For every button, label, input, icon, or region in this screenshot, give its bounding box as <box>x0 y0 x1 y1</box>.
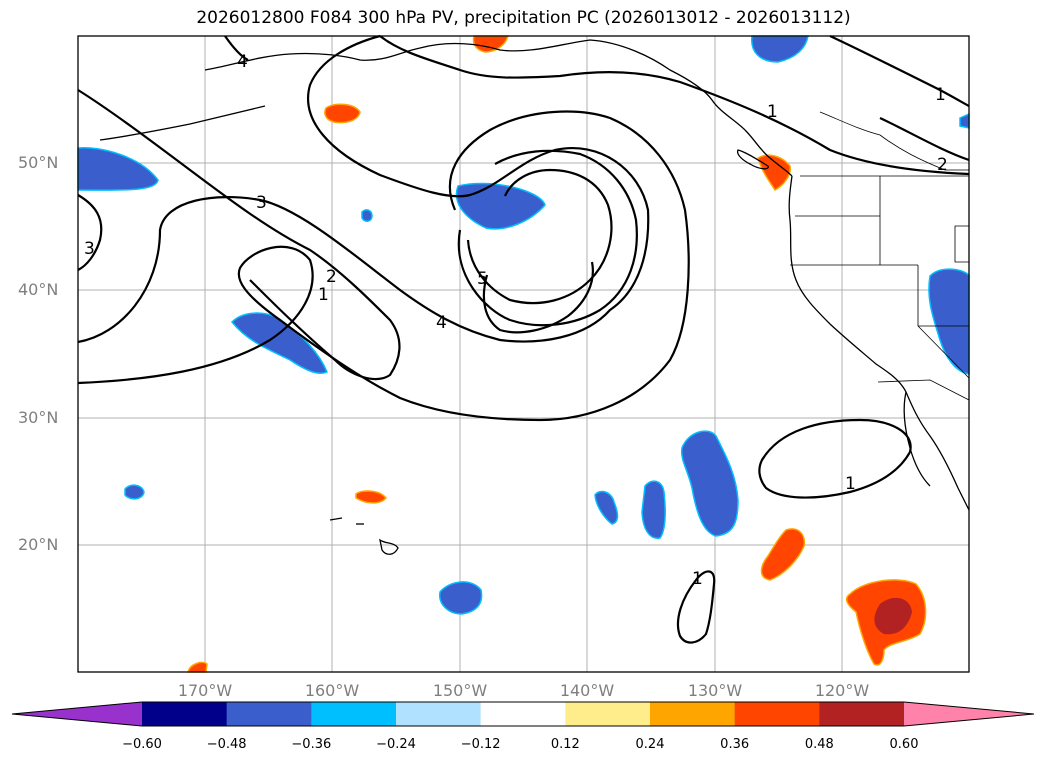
contour-label: 3 <box>84 239 95 259</box>
strong-positive-areas <box>874 597 912 635</box>
colorbar-segment <box>650 702 736 726</box>
colorbar-tick-label: 0.36 <box>720 737 750 752</box>
lon-label-120w: 120°W <box>814 681 870 700</box>
hawaii-1 <box>379 538 399 555</box>
lon-label-170w: 170°W <box>177 681 233 700</box>
colorbar-segment <box>226 702 312 726</box>
pos-blob-125w <box>760 528 806 581</box>
lat-label-20n: 20°N <box>18 535 59 554</box>
bc-coast <box>744 129 793 177</box>
contour-label: 1 <box>767 102 778 122</box>
pos-blob-bottom <box>187 661 208 673</box>
contour-label: 1 <box>935 85 946 105</box>
us-mexico-border <box>877 379 970 401</box>
neg-blob-small1 <box>361 209 373 222</box>
colorbar-tick-label: −0.24 <box>376 737 416 752</box>
colorbar-segment <box>734 702 820 726</box>
pos-blob-alaska <box>324 103 361 124</box>
colorbar-segment <box>142 702 228 726</box>
contour-3-main <box>77 34 650 344</box>
neg-blob-north <box>751 35 809 63</box>
colorbar-segment <box>819 702 905 726</box>
contour-label: 1 <box>845 474 856 494</box>
neg-blob-165w <box>230 312 328 374</box>
coastlines <box>99 39 970 555</box>
map-title: 2026012800 F084 300 hPa PV, precipitatio… <box>196 8 851 28</box>
negative-precip-areas <box>77 35 970 615</box>
colorbar-tick-label: 0.24 <box>635 737 665 752</box>
lon-label-150w: 150°W <box>432 681 488 700</box>
contour-1-north <box>379 35 970 176</box>
pos-blob-wa <box>757 154 791 192</box>
map-frame <box>77 35 970 673</box>
colorbar-outline <box>11 701 1035 727</box>
aleutian-chain <box>99 105 266 141</box>
contour-label: 3 <box>256 193 267 213</box>
ut-border <box>954 225 970 263</box>
lat-label-40n: 40°N <box>18 280 59 299</box>
contour-label: 5 <box>477 269 488 289</box>
colorbar-extend-max <box>904 702 1034 726</box>
contour-4-nw <box>224 35 249 61</box>
pv-contours <box>77 34 970 644</box>
neg-blob-130w <box>680 430 739 537</box>
pos-core-sw <box>874 597 912 635</box>
colorbar-tick-label: −0.60 <box>122 737 162 752</box>
contour-1-ne <box>829 35 970 107</box>
contour-inner <box>482 261 594 334</box>
colorbar-segment <box>480 702 566 726</box>
contour-label: 2 <box>937 155 948 175</box>
colorbar <box>11 701 1035 727</box>
lon-label-160w: 160°W <box>304 681 360 700</box>
colorbar-segment <box>311 702 397 726</box>
lon-label-130w: 130°W <box>687 681 743 700</box>
neg-blob-nevada <box>928 268 970 375</box>
vancouver-is <box>736 149 769 170</box>
contour-label: 4 <box>436 313 447 333</box>
neg-blob-west <box>77 147 159 191</box>
lat-label-30n: 30°N <box>18 408 59 427</box>
hawaii-3 <box>329 517 343 521</box>
contour-label: 2 <box>326 267 337 287</box>
bc-inland <box>819 111 969 171</box>
us-west-coast <box>788 175 970 511</box>
alaska-coast <box>204 39 746 131</box>
graticule <box>78 36 969 672</box>
colorbar-tick-label: −0.48 <box>206 737 247 752</box>
contour-label: 4 <box>237 52 248 72</box>
contour-1-south <box>676 570 716 644</box>
lat-label-50n: 50°N <box>18 153 59 172</box>
contour-labels: 4 1 3 3 2 1 5 4 1 2 1 1 <box>84 52 948 589</box>
colorbar-tick-label: 0.12 <box>550 737 580 752</box>
colorbar-tick-label: −0.12 <box>460 737 501 752</box>
colorbar-tick-label: 0.48 <box>804 737 834 752</box>
pos-blob-north <box>472 35 510 53</box>
neg-blob-edge <box>959 112 970 129</box>
contour-label: 1 <box>692 569 703 589</box>
contour-5-main <box>466 168 613 305</box>
contour-label: 1 <box>318 285 329 305</box>
colorbar-tick-label: 0.60 <box>889 737 919 752</box>
neg-blob-small2 <box>594 490 619 525</box>
neg-blob-172w <box>124 484 145 500</box>
colorbar-extend-min <box>12 702 142 726</box>
contour-2-main <box>77 110 690 422</box>
neg-blob-gulf <box>455 182 546 230</box>
contour-3-west <box>77 194 103 271</box>
contour-1-east <box>758 418 912 499</box>
contour-2-ne <box>879 117 970 162</box>
colorbar-segment <box>396 702 482 726</box>
contour-4-main <box>457 149 638 327</box>
contour-1-main <box>77 89 401 380</box>
colorbar-segment <box>565 702 651 726</box>
neg-blob-150w-south <box>439 581 483 615</box>
pos-blob-hawaii <box>355 490 387 504</box>
colorbar-tick-label: −0.36 <box>291 737 332 752</box>
map-canvas: 4 1 3 3 2 1 5 4 1 2 1 1 <box>77 34 970 673</box>
lon-label-140w: 140°W <box>559 681 615 700</box>
political-borders <box>790 111 970 401</box>
neg-blob-135w <box>641 480 666 539</box>
